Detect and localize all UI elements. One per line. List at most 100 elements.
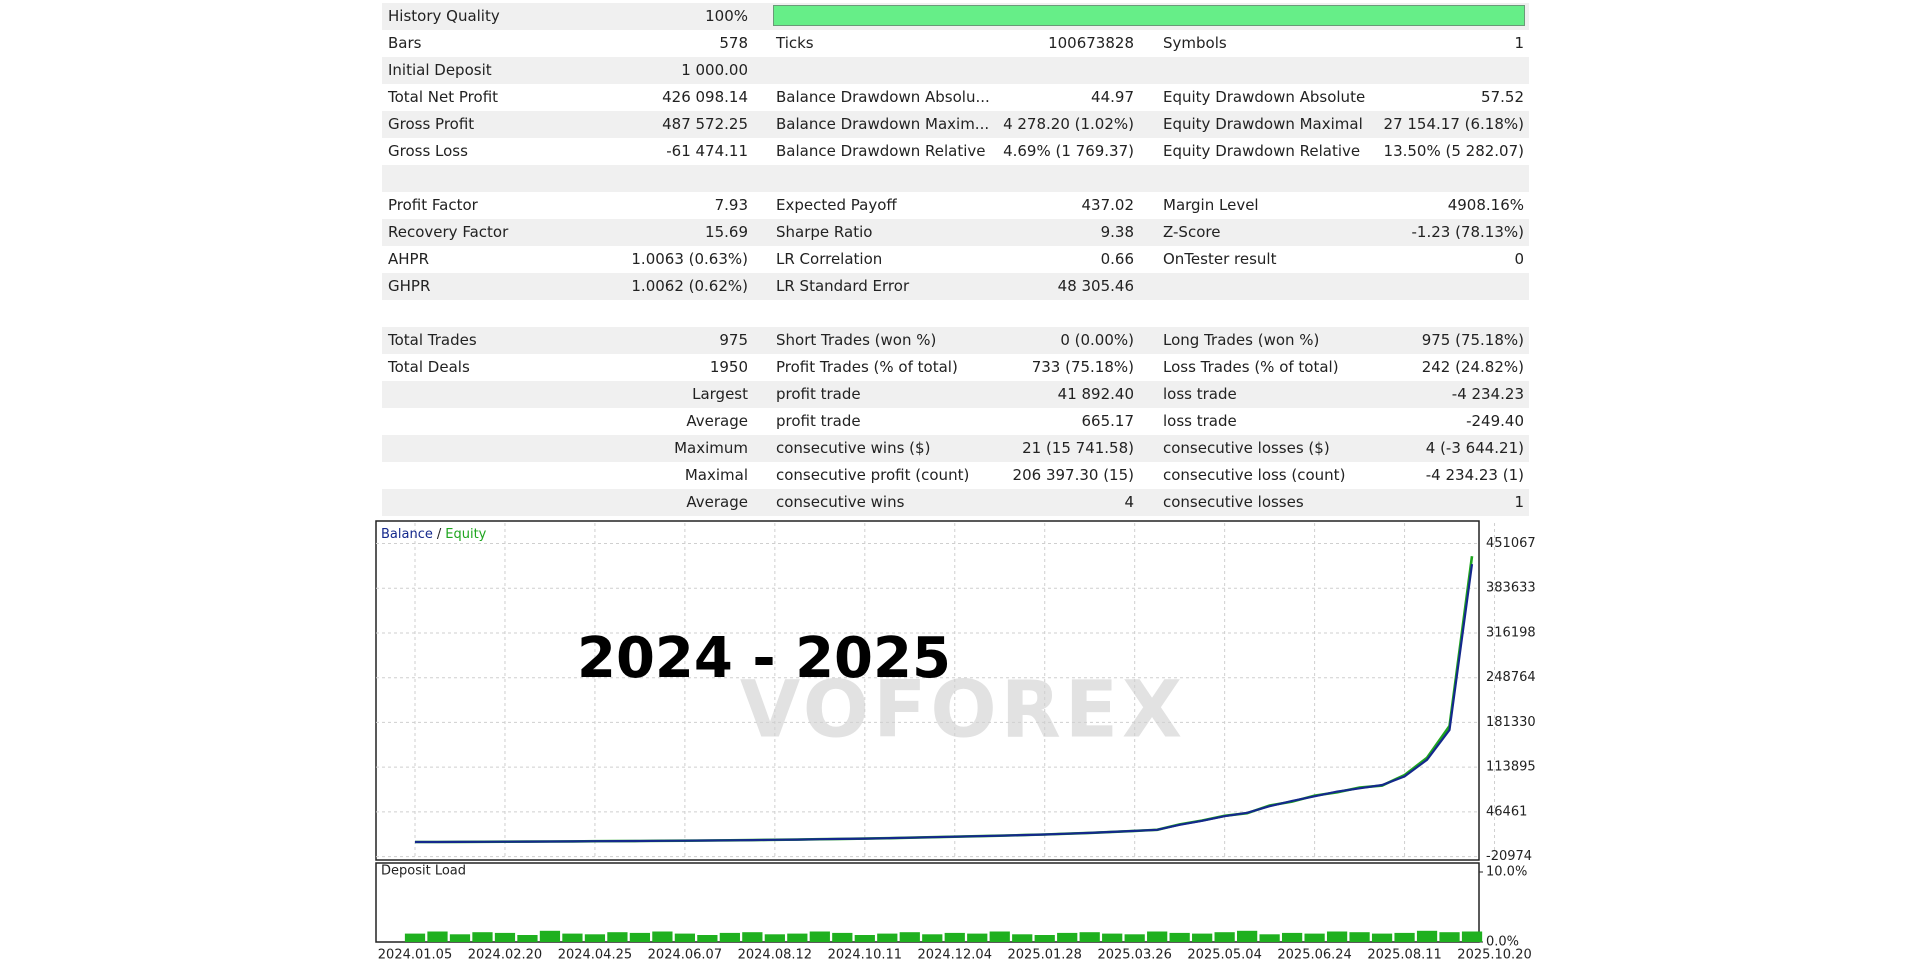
- cell-label: Ticks: [776, 34, 814, 52]
- bar: [1057, 932, 1078, 942]
- cell-value: 15.69: [705, 223, 748, 241]
- bar: [1147, 931, 1168, 942]
- cell-value: 0.66: [1100, 250, 1134, 268]
- table-row: [382, 165, 1529, 192]
- y-tick-label: 383633: [1486, 581, 1536, 596]
- cell-value: 21 (15 741.58): [1022, 439, 1134, 457]
- cell-value: 975: [719, 331, 748, 349]
- cell-label: Equity Drawdown Relative: [1163, 142, 1361, 160]
- x-tick-label: 2025.03.26: [1097, 948, 1171, 963]
- bar: [1326, 931, 1348, 942]
- cell-label: consecutive profit (count): [776, 466, 970, 484]
- cell-value: 975 (75.18%): [1421, 331, 1524, 349]
- watermark: VOFOREX: [740, 665, 1186, 755]
- cell-label: History Quality: [388, 7, 500, 25]
- cell-value: 1: [1514, 493, 1524, 511]
- y-tick-label: 113895: [1486, 760, 1536, 775]
- bar: [742, 932, 763, 942]
- table-row: Maximal consecutive profit (count) 206 397…: [382, 462, 1529, 489]
- table-row: Profit Factor 7.93 Expected Payoff 437.02 Ma…: [382, 192, 1529, 219]
- bar: [1371, 933, 1393, 942]
- cell-value: 4: [1124, 493, 1134, 511]
- cell-value: 4 (-3 644.21): [1425, 439, 1524, 457]
- cell-value: Maximal: [684, 466, 748, 484]
- cell-label: profit trade: [776, 385, 861, 403]
- bar: [1102, 933, 1123, 942]
- cell-label: LR Correlation: [776, 250, 883, 268]
- bar: [607, 932, 628, 942]
- table-row: Gross Profit 487 572.25 Balance Drawdown M…: [382, 111, 1529, 138]
- y-tick-label: 181330: [1486, 715, 1536, 730]
- legend-entry: Balance: [381, 527, 433, 542]
- bar: [787, 933, 808, 942]
- table-row: Total Trades 975 Short Trades (won %) 0 (0.…: [382, 327, 1529, 354]
- cell-label: Bars: [388, 34, 422, 52]
- legend-entry: /: [437, 527, 442, 542]
- table-row: Average consecutive wins 4 consecutive loss…: [382, 489, 1529, 516]
- cell-label: GHPR: [388, 277, 431, 295]
- cell-value: 665.17: [1081, 412, 1135, 430]
- bar: [967, 933, 988, 942]
- cell-value: 13.50% (5 282.07): [1383, 142, 1524, 160]
- x-tick-label: 2024.02.20: [468, 948, 542, 963]
- bar: [877, 933, 898, 942]
- bar: [1237, 930, 1258, 942]
- report-table: History Quality 100% Bars 578 Ticks 100673828…: [382, 3, 1529, 517]
- cell-label: Sharpe Ratio: [776, 223, 873, 241]
- cell-value: 1.0063 (0.63%): [631, 250, 748, 268]
- table-row: Largest profit trade 41 892.40 loss trade -4…: [382, 381, 1529, 408]
- history-quality-bar: [773, 5, 1525, 26]
- cell-label: Total Trades: [388, 331, 477, 349]
- bar: [719, 932, 740, 942]
- cell-label: Profit Trades (% of total): [776, 358, 958, 376]
- bar: [1034, 935, 1055, 942]
- annotation: 2024 - 2025: [577, 626, 951, 691]
- bar: [1281, 932, 1303, 942]
- bar: [562, 933, 583, 942]
- bar: [989, 931, 1010, 942]
- cell-value: 0: [1514, 250, 1524, 268]
- cell-label: Margin Level: [1163, 196, 1259, 214]
- bar: [539, 930, 561, 942]
- bar: [1439, 932, 1460, 942]
- cell-value: 44.97: [1091, 88, 1134, 106]
- table-row: History Quality 100%: [382, 3, 1529, 30]
- bar: [449, 934, 471, 942]
- cell-label: Gross Profit: [388, 115, 475, 133]
- x-tick-label: 2024.10.11: [828, 948, 902, 963]
- cell-label: Initial Deposit: [388, 61, 492, 79]
- cell-value: 4908.16%: [1447, 196, 1524, 214]
- x-tick-label: 2024.01.05: [378, 948, 452, 963]
- cell-value: -4 234.23: [1451, 385, 1524, 403]
- cell-value: Average: [686, 412, 748, 430]
- cell-label: Short Trades (won %): [776, 331, 937, 349]
- cell-value: 1: [1514, 34, 1524, 52]
- bar: [697, 935, 718, 942]
- cell-value: 9.38: [1100, 223, 1134, 241]
- cell-label: Balance Drawdown Maxim...: [776, 115, 990, 133]
- table-row: Total Net Profit 426 098.14 Balance Drawdo…: [382, 84, 1529, 111]
- bar: [944, 932, 965, 942]
- bar: [674, 933, 696, 942]
- x-tick-label: 2024.12.04: [918, 948, 992, 963]
- bar: [1304, 933, 1325, 942]
- bar: [1461, 931, 1483, 942]
- bar: [922, 934, 943, 942]
- bar: [472, 932, 493, 942]
- cell-value: 100673828: [1048, 34, 1134, 52]
- plot-area: [375, 520, 1480, 861]
- cell-value: 27 154.17 (6.18%): [1383, 115, 1524, 133]
- cell-label: AHPR: [388, 250, 430, 268]
- cell-value: Maximum: [674, 439, 748, 457]
- cell-label: Profit Factor: [388, 196, 478, 214]
- cell-value: 4 278.20 (1.02%): [1003, 115, 1134, 133]
- cell-label: consecutive loss (count): [1163, 466, 1346, 484]
- bar: [1124, 934, 1145, 942]
- cell-label: loss trade: [1163, 385, 1237, 403]
- cell-label: Equity Drawdown Maximal: [1163, 115, 1363, 133]
- cell-label: Equity Drawdown Absolute: [1163, 88, 1366, 106]
- table-row: GHPR 1.0062 (0.62%) LR Standard Error 48 30…: [382, 273, 1529, 300]
- bar: [1349, 932, 1370, 942]
- cell-label: consecutive wins ($): [776, 439, 931, 457]
